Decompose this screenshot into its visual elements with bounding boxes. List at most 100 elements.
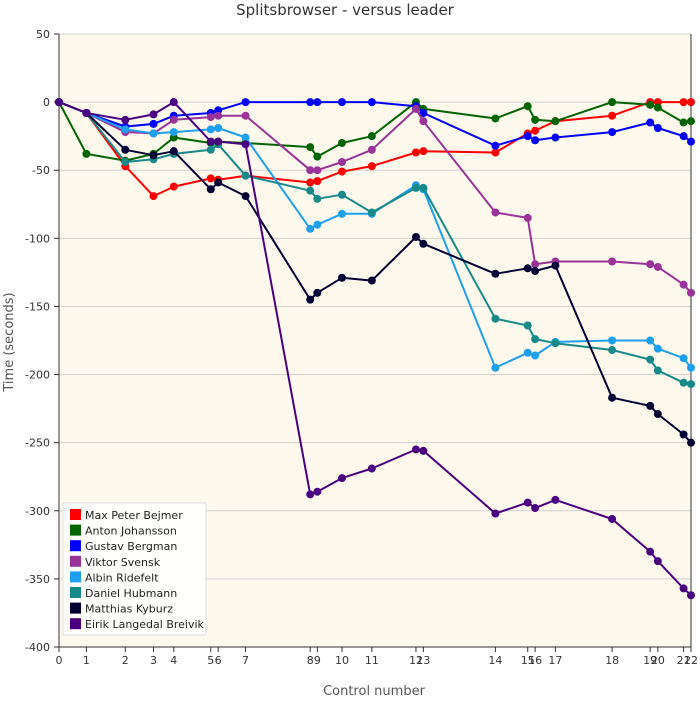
data-point <box>491 148 500 157</box>
data-point <box>531 504 540 513</box>
data-point <box>646 118 655 127</box>
y-tick-label: -400 <box>25 641 50 654</box>
legend: Max Peter Bejmer Anton Johansson Gustav Be… <box>62 502 207 636</box>
x-tick-label: 5 <box>207 654 214 667</box>
data-point <box>149 119 158 128</box>
data-point <box>313 98 322 107</box>
x-tick-label: 16 <box>528 654 542 667</box>
data-point <box>608 336 617 345</box>
data-point <box>653 366 662 375</box>
data-point <box>491 314 500 323</box>
data-point <box>531 260 540 269</box>
x-tick-label: 1 <box>83 654 90 667</box>
x-tick-label: 11 <box>365 654 379 667</box>
chart-title: Splitsbrowser - versus leader <box>236 1 455 19</box>
data-point <box>551 117 560 126</box>
data-point <box>608 128 617 137</box>
data-point <box>608 98 617 107</box>
legend-label: Max Peter Bejmer <box>85 509 183 522</box>
data-point <box>149 129 158 138</box>
data-point <box>306 295 315 304</box>
legend-label: Daniel Hubmann <box>85 587 177 600</box>
legend-swatch <box>70 509 81 520</box>
data-point <box>411 104 420 113</box>
data-point <box>687 380 695 389</box>
data-point <box>411 183 420 192</box>
data-point <box>337 158 346 167</box>
x-tick-label: 22 <box>684 654 698 667</box>
x-tick-label: 4 <box>170 654 177 667</box>
data-point <box>653 123 662 132</box>
x-tick-label: 6 <box>215 654 222 667</box>
data-point <box>337 273 346 282</box>
data-point <box>608 346 617 355</box>
x-tick-label: 14 <box>488 654 502 667</box>
data-point <box>306 490 315 499</box>
x-tick-label: 17 <box>548 654 562 667</box>
data-point <box>523 321 532 330</box>
data-point <box>241 140 250 149</box>
data-point <box>653 557 662 566</box>
data-point <box>608 393 617 402</box>
data-point <box>306 166 315 175</box>
data-point <box>206 145 215 154</box>
data-point <box>687 363 695 372</box>
data-point <box>241 133 250 142</box>
data-point <box>551 133 560 142</box>
x-tick-label: 9 <box>314 654 321 667</box>
data-point <box>653 410 662 419</box>
x-tick-label: 2 <box>122 654 129 667</box>
legend-label: Viktor Svensk <box>85 556 161 569</box>
data-point <box>337 138 346 147</box>
y-tick-label: -150 <box>25 300 50 313</box>
data-point <box>206 113 215 122</box>
x-tick-label: 19 <box>643 654 657 667</box>
data-point <box>121 115 130 124</box>
data-point <box>149 110 158 119</box>
x-tick-label: 7 <box>242 654 249 667</box>
data-point <box>419 183 428 192</box>
data-point <box>531 267 540 276</box>
y-tick-label: -200 <box>25 369 50 382</box>
data-point <box>523 264 532 273</box>
data-point <box>121 125 130 134</box>
data-point <box>491 269 500 278</box>
data-point <box>306 178 315 187</box>
data-point <box>679 354 688 363</box>
data-point <box>491 363 500 372</box>
data-point <box>531 351 540 360</box>
legend-label: Eirik Langedal Breivik <box>85 618 205 631</box>
data-point <box>687 288 695 297</box>
data-point <box>306 143 315 152</box>
data-point <box>679 98 688 107</box>
data-point <box>679 118 688 127</box>
data-point <box>646 260 655 269</box>
data-point <box>337 167 346 176</box>
data-point <box>679 584 688 593</box>
legend-label: Albin Ridefelt <box>85 571 159 584</box>
x-axis-title: Control number <box>323 684 426 699</box>
data-point <box>608 514 617 523</box>
data-point <box>169 182 178 191</box>
data-point <box>419 239 428 248</box>
data-point <box>306 98 315 107</box>
data-point <box>531 126 540 135</box>
data-point <box>679 132 688 141</box>
x-tick-label: 21 <box>677 654 691 667</box>
legend-swatch <box>70 555 81 567</box>
data-point <box>241 111 250 120</box>
data-point <box>313 194 322 203</box>
legend-swatch <box>70 540 81 552</box>
data-point <box>608 257 617 266</box>
y-axis-title: Time (seconds) <box>2 292 17 392</box>
x-tick-label: 18 <box>605 654 619 667</box>
data-point <box>646 336 655 345</box>
data-point <box>206 125 215 134</box>
data-point <box>653 344 662 353</box>
y-tick-label: -50 <box>32 164 50 177</box>
data-point <box>214 137 223 146</box>
data-point <box>306 224 315 233</box>
